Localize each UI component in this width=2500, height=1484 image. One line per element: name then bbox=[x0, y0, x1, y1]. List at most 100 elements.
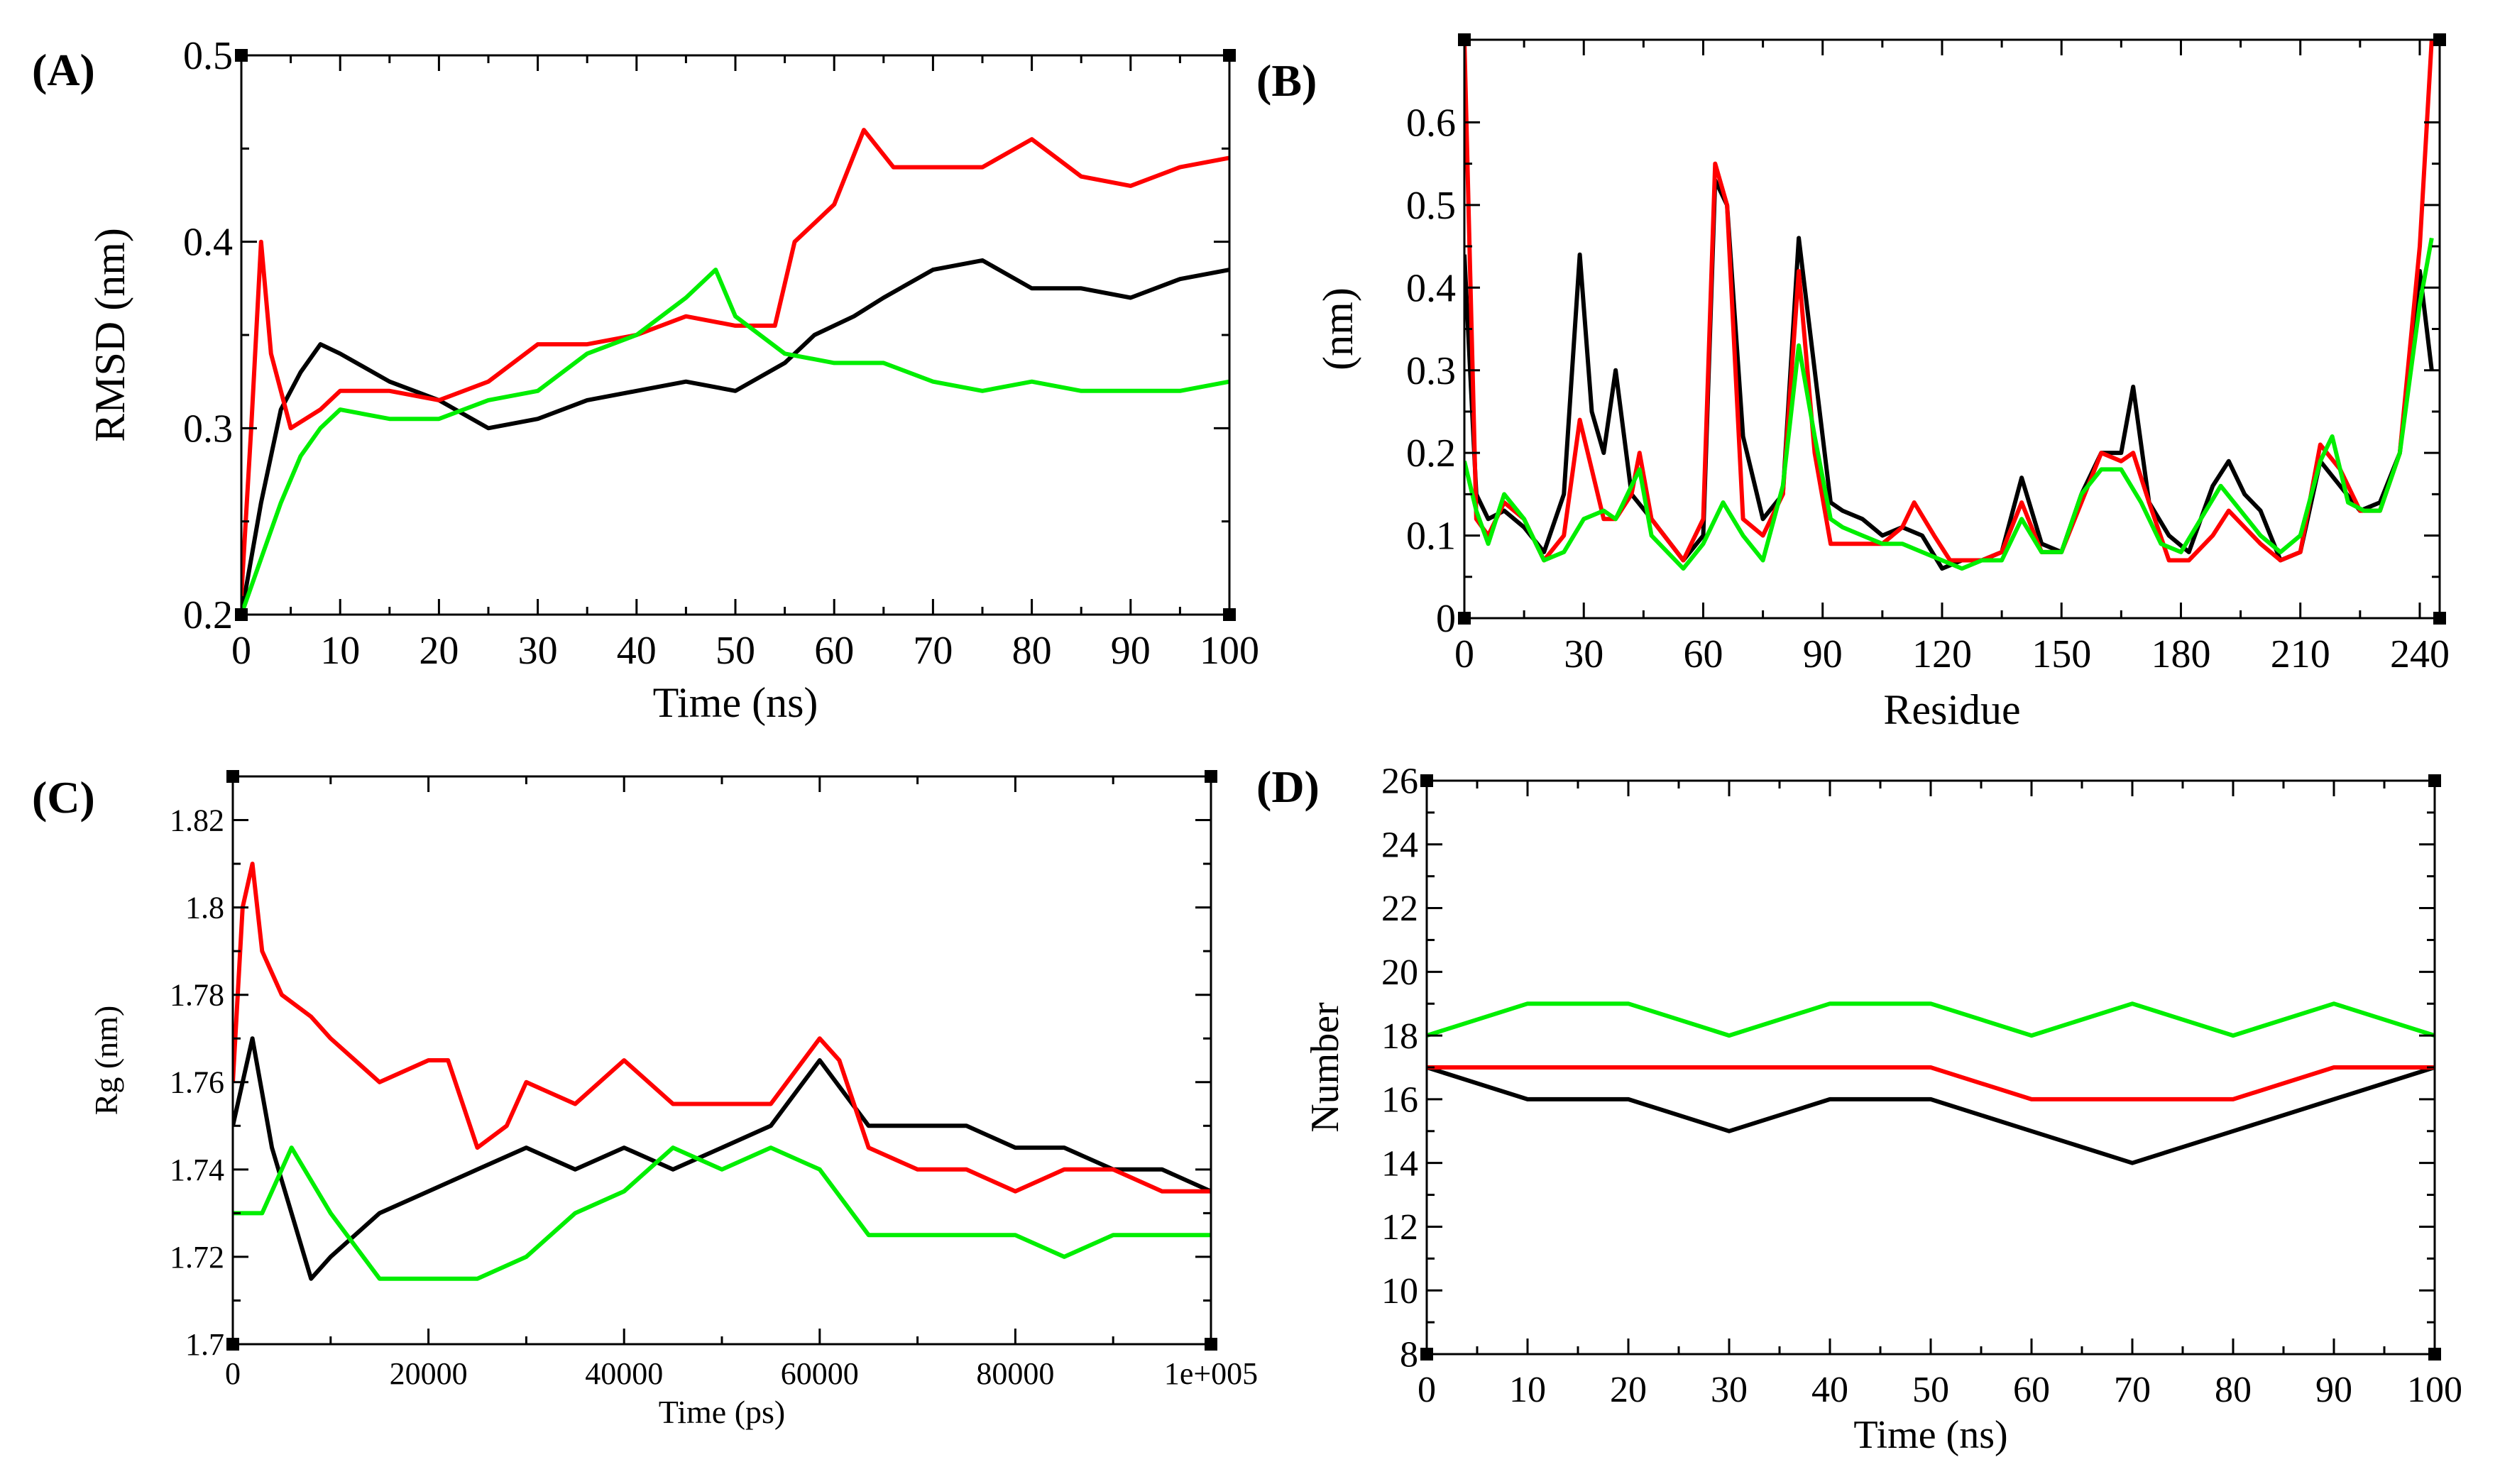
panel-letter-b: (B) bbox=[1256, 55, 1317, 106]
x-tick-label: 20000 bbox=[390, 1356, 468, 1391]
x-tick-label: 20 bbox=[1610, 1370, 1647, 1410]
plot-frame-c bbox=[231, 775, 1212, 1346]
x-tick-label: 180 bbox=[2151, 632, 2210, 676]
x-tick-label: 100 bbox=[1200, 629, 1259, 673]
y-tick-label: 1.72 bbox=[170, 1240, 224, 1275]
y-tick-label: 0.6 bbox=[1406, 101, 1456, 145]
y-tick-label: 0.4 bbox=[1406, 266, 1456, 310]
x-tick-label: 40 bbox=[1811, 1370, 1848, 1410]
y-tick-label: 26 bbox=[1381, 762, 1418, 802]
series-line-d-2 bbox=[1427, 1065, 2435, 1101]
y-axis-title-a: RMSD (nm) bbox=[87, 228, 133, 442]
y-tick-label: 18 bbox=[1381, 1016, 1418, 1057]
y-tick-label: 24 bbox=[1381, 825, 1418, 865]
x-tick-label: 60 bbox=[814, 629, 854, 673]
panel-letter-d: (D) bbox=[1256, 762, 1320, 812]
x-axis-title-a: Time (ns) bbox=[653, 679, 818, 726]
x-tick-label: 210 bbox=[2271, 632, 2330, 676]
x-tick-label: 0 bbox=[1418, 1370, 1436, 1410]
series-line-b-2 bbox=[1464, 40, 2434, 563]
y-tick-label: 1.76 bbox=[170, 1065, 224, 1100]
series-group-c bbox=[233, 862, 1211, 1281]
series-group-a bbox=[241, 128, 1229, 615]
y-tick-label: 12 bbox=[1381, 1207, 1418, 1248]
y-tick-label: 20 bbox=[1381, 952, 1418, 993]
corner-marker bbox=[2433, 33, 2446, 46]
y-tick-label: 10 bbox=[1381, 1271, 1418, 1312]
series-line-c-1 bbox=[233, 1036, 1211, 1281]
x-tick-label: 80 bbox=[1012, 629, 1052, 673]
x-tick-label: 240 bbox=[2390, 632, 2450, 676]
series-group-d bbox=[1427, 1001, 2435, 1165]
x-tick-label: 30 bbox=[1564, 632, 1603, 676]
y-tick-label: 0.5 bbox=[1406, 184, 1456, 228]
series-line-c-2 bbox=[233, 862, 1211, 1194]
panel-a: (A) 0 10 20 30 40 50 60 70 80 90 100 0.2 0.3 0.4 0.5 Tim… bbox=[32, 34, 1259, 726]
y-tick-label: 1.82 bbox=[170, 803, 224, 837]
series-line-a-1 bbox=[241, 258, 1229, 615]
y-tick-label: 1.74 bbox=[170, 1153, 224, 1187]
series-line-d-1 bbox=[1427, 1065, 2435, 1165]
y-tick-label: 0.3 bbox=[1406, 349, 1456, 393]
y-tick-label: 16 bbox=[1381, 1080, 1418, 1121]
x-tick-label: 100 bbox=[2407, 1370, 2462, 1410]
x-tick-label: 0 bbox=[231, 629, 251, 673]
plot-frame-a bbox=[240, 54, 1231, 616]
y-axis-title-d: Number bbox=[1303, 1002, 1347, 1133]
panel-letter-a: (A) bbox=[32, 45, 95, 95]
y-axis-title-b: (nm) bbox=[1315, 287, 1361, 370]
x-tick-label: 90 bbox=[1803, 632, 1843, 676]
x-tick-label: 50 bbox=[1912, 1370, 1949, 1410]
y-tick-label: 1.7 bbox=[185, 1327, 224, 1362]
x-axis-title-d: Time (ns) bbox=[1853, 1413, 2007, 1457]
series-group-b bbox=[1464, 40, 2434, 571]
panel-b: (B) 0 30 60 90 120 150 180 210 240 0 0.1 0.2 0.3 0.4 0.… bbox=[1256, 33, 2450, 733]
panel-d: (D) 0 10 20 30 40 50 60 70 80 90 100 8 10 12 14 16 18 20 22… bbox=[1256, 762, 2462, 1457]
x-tick-label: 0 bbox=[225, 1356, 241, 1391]
y-tick-label: 1.8 bbox=[185, 891, 224, 925]
x-tick-label: 10 bbox=[1509, 1370, 1546, 1410]
plot-frame-b bbox=[1463, 38, 2441, 620]
x-tick-label: 60000 bbox=[781, 1356, 859, 1391]
x-tick-label: 150 bbox=[2032, 632, 2091, 676]
x-axis-title-b: Residue bbox=[1883, 686, 2020, 733]
x-tick-label: 120 bbox=[1912, 632, 1972, 676]
y-tick-label: 14 bbox=[1381, 1143, 1418, 1184]
x-tick-label: 0 bbox=[1454, 632, 1474, 676]
y-tick-label: 0 bbox=[1436, 597, 1456, 641]
y-tick-label: 0.2 bbox=[183, 593, 233, 637]
y-tick-label: 1.78 bbox=[170, 978, 224, 1013]
x-axis-title-c: Time (ps) bbox=[659, 1394, 786, 1430]
x-tick-label: 10 bbox=[320, 629, 360, 673]
x-tick-label: 80 bbox=[2215, 1370, 2252, 1410]
y-tick-label: 0.1 bbox=[1406, 515, 1456, 559]
x-tick-label: 80000 bbox=[976, 1356, 1054, 1391]
x-tick-label: 70 bbox=[2114, 1370, 2151, 1410]
series-line-a-3 bbox=[241, 268, 1229, 615]
x-tick-label: 60 bbox=[1683, 632, 1723, 676]
x-tick-label: 20 bbox=[419, 629, 459, 673]
y-tick-label: 22 bbox=[1381, 889, 1418, 929]
y-axis-title-c: Rg (nm) bbox=[88, 1006, 124, 1116]
x-tick-label: 30 bbox=[518, 629, 558, 673]
series-line-a-2 bbox=[241, 128, 1229, 596]
series-line-c-3 bbox=[233, 1145, 1211, 1281]
y-tick-label: 0.2 bbox=[1406, 432, 1456, 476]
y-tick-label: 0.3 bbox=[183, 407, 233, 451]
x-tick-label: 30 bbox=[1711, 1370, 1748, 1410]
x-tick-label: 70 bbox=[913, 629, 953, 673]
x-tick-label: 40 bbox=[617, 629, 657, 673]
x-tick-label: 1e+005 bbox=[1164, 1356, 1258, 1391]
panel-c: (C) 0 20000 40000 60000 80000 1e+005 1.7 1.72 1.7… bbox=[32, 770, 1258, 1430]
x-tick-label: 90 bbox=[1111, 629, 1151, 673]
x-tick-label: 90 bbox=[2315, 1370, 2352, 1410]
y-tick-label: 8 bbox=[1400, 1335, 1418, 1375]
y-tick-label: 0.4 bbox=[183, 221, 233, 265]
y-tick-label: 0.5 bbox=[183, 34, 233, 78]
series-line-b-1 bbox=[1464, 177, 2434, 571]
x-tick-label: 60 bbox=[2013, 1370, 2050, 1410]
series-line-b-3 bbox=[1464, 237, 2434, 571]
panel-letter-c: (C) bbox=[32, 772, 95, 823]
x-tick-label: 50 bbox=[716, 629, 755, 673]
